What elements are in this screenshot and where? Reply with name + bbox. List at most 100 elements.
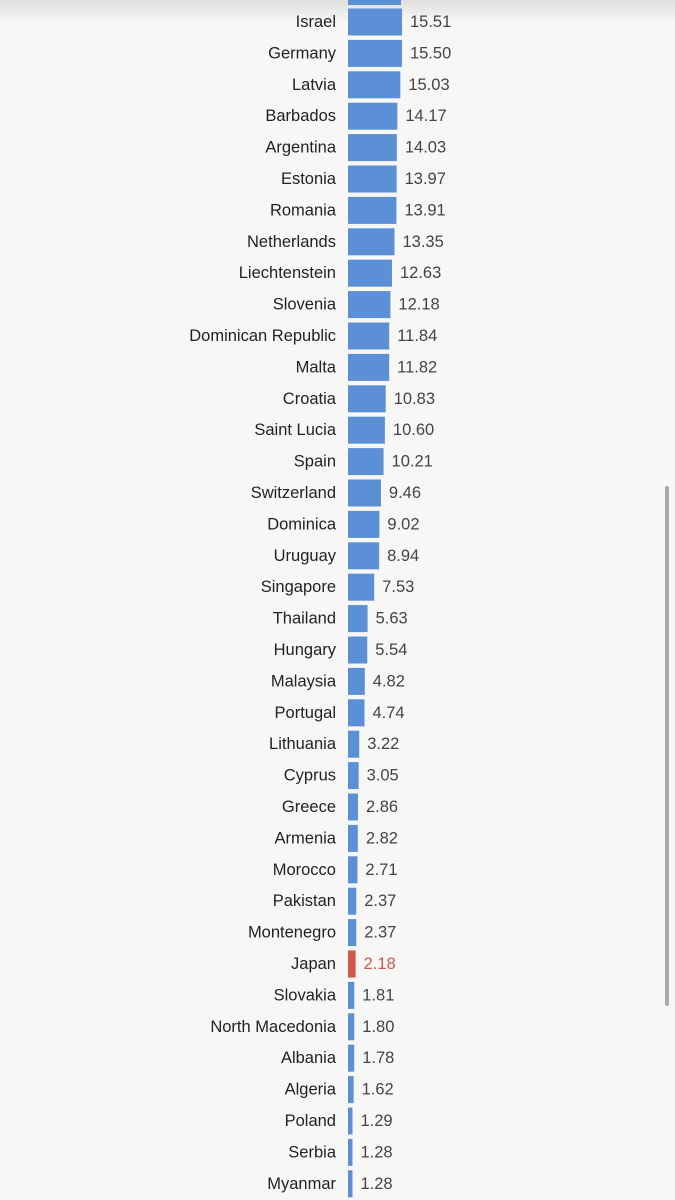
- value-label: 4.74: [373, 704, 405, 722]
- value-label: 9.46: [389, 484, 421, 502]
- value-label: 13.35: [402, 233, 443, 251]
- category-label: Algeria: [285, 1081, 337, 1099]
- bar: [348, 1013, 355, 1041]
- bar: [348, 291, 391, 319]
- bar: [348, 8, 402, 36]
- bar: [348, 824, 358, 852]
- value-label: 1.81: [362, 986, 394, 1004]
- bar-row: Portugal 4.74: [275, 699, 405, 727]
- partial-bar-top: [348, 0, 401, 5]
- bar-row: Serbia 1.28: [288, 1138, 393, 1166]
- bar: [348, 165, 397, 193]
- bar: [348, 919, 357, 947]
- category-label: Latvia: [292, 76, 337, 94]
- bar: [348, 322, 390, 350]
- bars-group: Israel 15.51 Germany 15.50 Latvia 15.03 Barbad…: [189, 8, 451, 1198]
- bar-row: Lithuania 3.22: [269, 730, 399, 758]
- bar: [348, 605, 368, 633]
- category-label: Japan: [291, 955, 336, 973]
- bar-row: Armenia 2.82: [275, 824, 398, 852]
- category-label: Estonia: [281, 170, 337, 188]
- bar: [348, 1076, 354, 1104]
- category-label: Serbia: [288, 1143, 337, 1161]
- bar-row: Dominica 9.02: [267, 510, 420, 538]
- value-label: 8.94: [387, 547, 419, 565]
- bar-row: Saint Lucia 10.60: [254, 416, 434, 444]
- bar: [348, 542, 380, 570]
- bar-row: Romania 13.91: [270, 196, 446, 224]
- bar-row: Estonia 13.97: [281, 165, 446, 193]
- value-label: 1.28: [360, 1175, 392, 1193]
- category-label: Lithuania: [269, 735, 337, 753]
- bar: [348, 39, 402, 67]
- scrollbar-thumb[interactable]: [665, 486, 669, 1006]
- category-label: Liechtenstein: [239, 264, 336, 282]
- bar-row: Slovakia 1.81: [274, 981, 394, 1009]
- bar-row: Barbados 14.17: [265, 102, 447, 130]
- bar: [348, 856, 358, 884]
- bar: [348, 510, 380, 538]
- value-label: 13.97: [405, 170, 446, 188]
- bar: [348, 730, 360, 758]
- value-label: 5.54: [375, 641, 407, 659]
- bar-row: Slovenia 12.18: [273, 291, 440, 319]
- value-label: 2.82: [366, 829, 398, 847]
- bar: [348, 448, 384, 476]
- category-label: Spain: [294, 453, 336, 471]
- bar-row: Germany 15.50: [268, 39, 451, 67]
- category-label: Malaysia: [271, 672, 337, 690]
- value-label: 10.21: [392, 453, 433, 471]
- bar: [348, 699, 365, 727]
- bar-row: Morocco 2.71: [273, 856, 398, 884]
- value-label: 7.53: [382, 578, 414, 596]
- bar-row: North Macedonia 1.80: [210, 1013, 394, 1041]
- bar-row: Uruguay 8.94: [274, 542, 419, 570]
- value-label: 14.17: [405, 107, 446, 125]
- category-label: Switzerland: [251, 484, 336, 502]
- value-label: 1.29: [360, 1112, 392, 1130]
- category-label: Armenia: [275, 829, 337, 847]
- category-label: North Macedonia: [210, 1018, 336, 1036]
- category-label: Dominica: [267, 515, 337, 533]
- bar-row: Pakistan 2.37: [273, 887, 396, 915]
- bar-row: Switzerland 9.46: [251, 479, 421, 507]
- category-label: Saint Lucia: [254, 421, 336, 439]
- value-label: 2.37: [364, 892, 396, 910]
- category-label: Romania: [270, 201, 337, 219]
- value-label: 15.51: [410, 13, 451, 31]
- category-label: Malta: [296, 358, 337, 376]
- bar: [348, 1044, 355, 1072]
- category-label: Germany: [268, 44, 337, 62]
- bar-row: Malaysia 4.82: [271, 667, 405, 695]
- category-label: Thailand: [273, 610, 336, 628]
- value-label: 11.82: [397, 358, 437, 376]
- bar-row: Netherlands 13.35: [247, 228, 444, 256]
- bar-row: Algeria 1.62: [285, 1076, 394, 1104]
- bar-row: Spain 10.21: [294, 448, 433, 476]
- bar: [348, 228, 395, 256]
- bar: [348, 71, 401, 99]
- category-label: Netherlands: [247, 233, 336, 251]
- bar-row: Israel 15.51: [296, 8, 451, 36]
- bar-row: Myanmar 1.28: [267, 1170, 393, 1198]
- category-label: Dominican Republic: [189, 327, 336, 345]
- value-label: 3.05: [367, 767, 399, 785]
- value-label: 1.80: [362, 1018, 394, 1036]
- bar: [348, 1138, 353, 1166]
- value-label: 15.03: [408, 76, 449, 94]
- category-label: Morocco: [273, 861, 336, 879]
- category-label: Croatia: [283, 390, 337, 408]
- category-label: Pakistan: [273, 892, 336, 910]
- value-label: 2.37: [364, 924, 396, 942]
- value-label: 1.62: [362, 1081, 394, 1099]
- bar: [348, 636, 368, 664]
- bar-row: Malta 11.82: [296, 353, 437, 381]
- bar-highlighted: [348, 950, 356, 978]
- value-label: 13.91: [404, 201, 445, 219]
- bar: [348, 762, 359, 790]
- bar: [348, 134, 397, 162]
- category-label: Portugal: [275, 704, 336, 722]
- bar: [348, 981, 355, 1009]
- value-label: 12.18: [398, 296, 439, 314]
